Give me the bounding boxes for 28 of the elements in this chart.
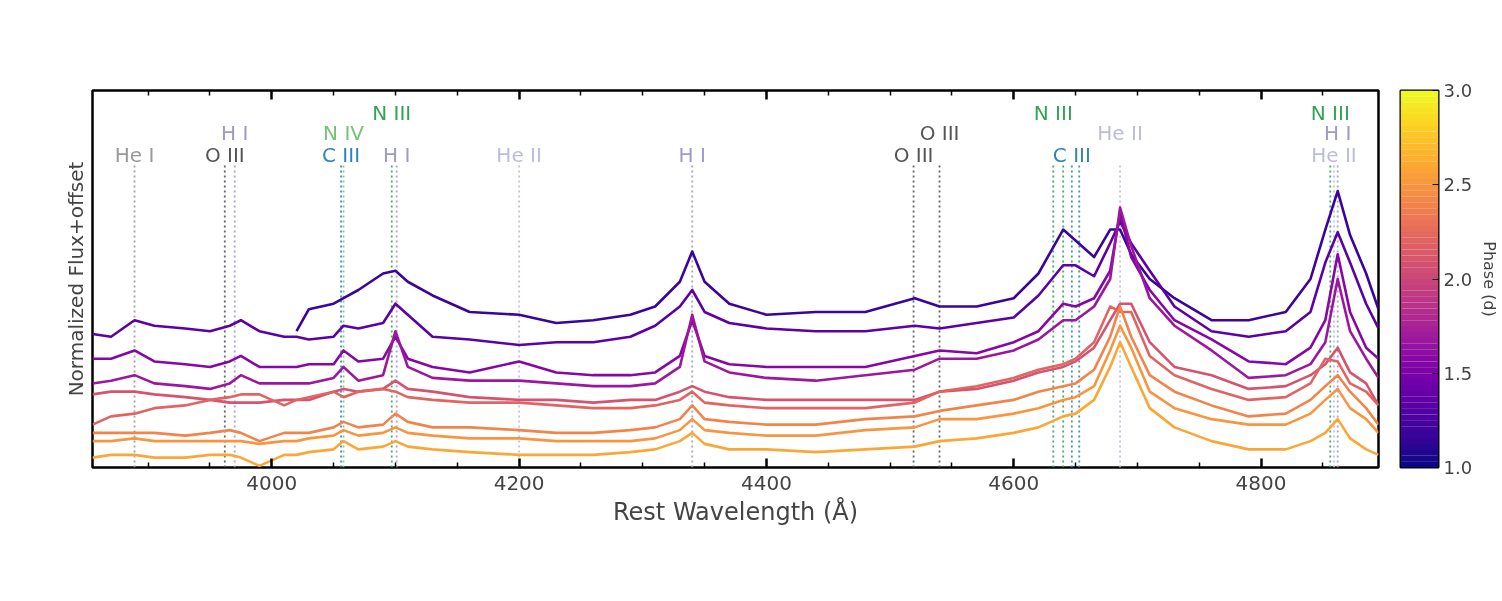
ref-line-label: C III (322, 143, 361, 168)
x-tick-label: 4400 (740, 470, 792, 495)
y-axis-title: Normalized Flux+offset (63, 161, 88, 397)
ref-line-label: N IV (323, 121, 365, 146)
ref-line-label: N III (372, 100, 412, 125)
ref-line-label: H I (383, 143, 411, 168)
ref-line-label: He II (1097, 121, 1143, 146)
ref-line-label: He I (114, 143, 155, 168)
x-axis-title: Rest Wavelength (Å) (612, 496, 859, 526)
ref-line-label: H I (678, 143, 706, 168)
x-tick-label: 4200 (493, 470, 545, 495)
ref-line-label: O III (204, 143, 245, 168)
ref-line-label: C III (1052, 143, 1091, 168)
x-tick-label: 4800 (1235, 470, 1287, 495)
color-bar-label: 1.5 (1443, 362, 1473, 384)
color-bar-label: 3.0 (1443, 80, 1473, 101)
color-bar-title: Phase (d) (1480, 241, 1500, 317)
ref-line-label: He II (1311, 143, 1357, 168)
ref-line-label: N III (1033, 100, 1073, 125)
color-bar-label: 2.5 (1443, 174, 1473, 196)
ref-line-label: O III (893, 143, 934, 168)
x-tick-label: 4600 (988, 470, 1040, 495)
ref-line-label: He II (496, 143, 542, 168)
color-bar-label: 1.0 (1443, 457, 1473, 478)
x-tick-label: 4000 (246, 470, 298, 495)
ref-line-label: O III (919, 121, 960, 146)
ref-line-label: H I (221, 121, 249, 146)
color-bar-label: 2.0 (1443, 268, 1473, 290)
